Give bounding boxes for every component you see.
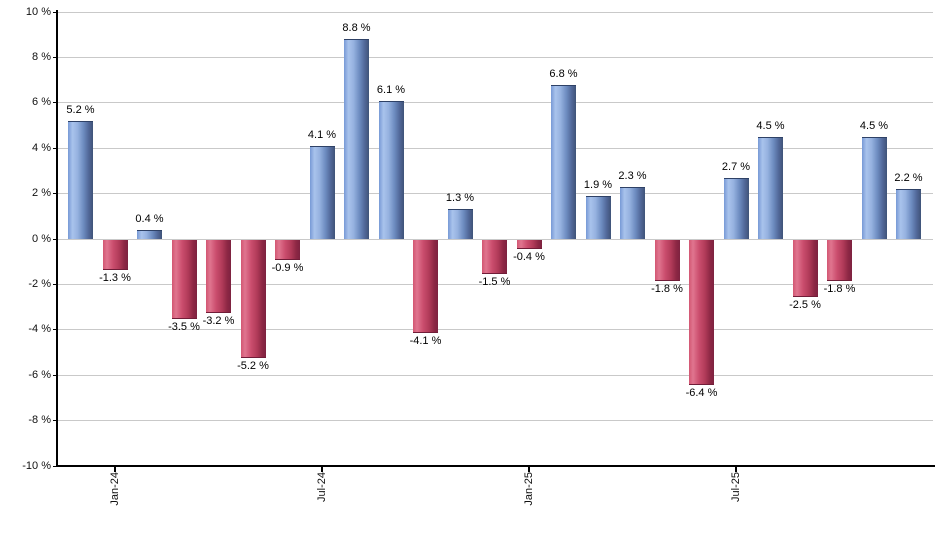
bar-value-label: -1.8 %	[823, 282, 856, 295]
bar-value-label: 6.8 %	[549, 67, 578, 80]
positive-bar	[551, 84, 576, 239]
bar-value-label: 8.8 %	[342, 22, 371, 35]
bar-value-label: 2.3 %	[618, 169, 647, 182]
positive-bar	[68, 120, 93, 239]
y-gridline	[57, 147, 933, 149]
bar-value-label: 5.2 %	[66, 103, 95, 116]
positive-bar	[620, 186, 645, 239]
negative-bar	[102, 240, 128, 270]
negative-bar	[516, 240, 542, 250]
bar-value-label: -1.8 %	[651, 282, 683, 295]
x-axis-tick-label: Jul-24	[316, 472, 328, 502]
negative-bar	[171, 240, 197, 320]
bar-value-label: 1.3 %	[445, 192, 475, 205]
y-gridline	[57, 374, 933, 376]
bar-value-label: 2.7 %	[721, 160, 751, 173]
y-axis-tick-label: -6 %	[28, 368, 51, 381]
y-axis-tick	[53, 374, 57, 376]
y-axis-tick-label: 2 %	[32, 187, 51, 200]
x-axis-tick-label: Jul-25	[730, 472, 742, 502]
bar-value-label: -3.2 %	[202, 314, 235, 327]
negative-bar	[482, 240, 507, 275]
y-axis-tick-label: -8 %	[28, 414, 51, 427]
y-gridline	[57, 329, 933, 331]
x-axis-tick-label: Jan-24	[109, 472, 121, 506]
y-gridline	[57, 56, 933, 58]
y-axis-tick-label: 4 %	[32, 141, 51, 154]
y-axis-tick	[53, 193, 57, 195]
positive-bar	[758, 136, 783, 239]
x-axis-tick	[735, 467, 737, 472]
y-axis-tick	[53, 329, 57, 331]
y-axis-tick	[53, 102, 57, 104]
x-axis-tick	[321, 467, 323, 472]
y-axis-tick-label: 6 %	[32, 96, 51, 109]
bar-value-label: 4.5 %	[859, 119, 889, 132]
positive-bar	[309, 145, 335, 239]
y-axis-tick	[53, 420, 57, 422]
positive-bar	[378, 100, 404, 239]
bar-value-label: -2.5 %	[789, 298, 821, 311]
bar-value-label: 4.1 %	[307, 128, 337, 141]
y-axis-tick	[53, 238, 57, 240]
x-axis-tick	[528, 467, 530, 472]
y-axis-tick	[53, 465, 57, 467]
y-axis-tick	[53, 56, 57, 58]
y-gridline	[57, 193, 933, 195]
bar-value-label: -0.4 %	[513, 251, 545, 264]
negative-bar	[654, 240, 680, 281]
negative-bar	[206, 240, 231, 313]
negative-bar	[240, 240, 266, 359]
positive-bar	[137, 229, 162, 239]
y-axis-tick-label: 0 %	[32, 232, 51, 245]
positive-bar	[344, 39, 369, 239]
negative-bar	[827, 240, 852, 281]
bar-value-label: -1.5 %	[478, 276, 511, 289]
bar-value-label: 2.2 %	[894, 172, 923, 185]
negative-bar	[413, 240, 438, 334]
negative-bar	[689, 240, 714, 386]
y-gridline	[57, 102, 933, 104]
bar-value-label: -5.2 %	[237, 360, 269, 373]
y-axis-tick-label: 10 %	[25, 5, 51, 18]
bar-value-label: -6.4 %	[685, 387, 718, 400]
positive-bar	[585, 195, 611, 239]
bar-value-label: 6.1 %	[376, 83, 406, 96]
y-gridline	[57, 238, 933, 240]
y-axis-line	[56, 10, 58, 467]
y-gridline	[57, 11, 933, 13]
x-axis-tick-label: Jan-25	[523, 472, 535, 506]
bar-value-label: -0.9 %	[271, 262, 304, 275]
y-gridline	[57, 283, 933, 285]
y-gridline	[57, 420, 933, 422]
y-axis-tick	[53, 147, 57, 149]
bar-value-label: 0.4 %	[135, 212, 164, 225]
positive-bar	[723, 177, 749, 239]
x-axis-line	[56, 465, 935, 467]
y-axis-tick-label: 8 %	[32, 50, 51, 63]
negative-bar	[792, 240, 818, 297]
positive-bar	[447, 209, 473, 239]
y-axis-tick	[53, 283, 57, 285]
positive-bar	[861, 136, 887, 239]
y-axis-tick-label: -4 %	[28, 323, 51, 336]
bar-value-label: 4.5 %	[756, 119, 785, 132]
bar-value-label: 1.9 %	[583, 178, 613, 191]
bar-value-label: -3.5 %	[168, 321, 200, 334]
y-axis-tick	[53, 11, 57, 13]
negative-bar	[275, 240, 300, 261]
y-axis-tick-label: -10 %	[22, 459, 51, 472]
bar-value-label: -4.1 %	[409, 335, 442, 348]
bar-value-label: -1.3 %	[99, 271, 131, 284]
x-axis-tick	[114, 467, 116, 472]
positive-bar	[896, 189, 921, 239]
y-axis-tick-label: -2 %	[28, 277, 51, 290]
